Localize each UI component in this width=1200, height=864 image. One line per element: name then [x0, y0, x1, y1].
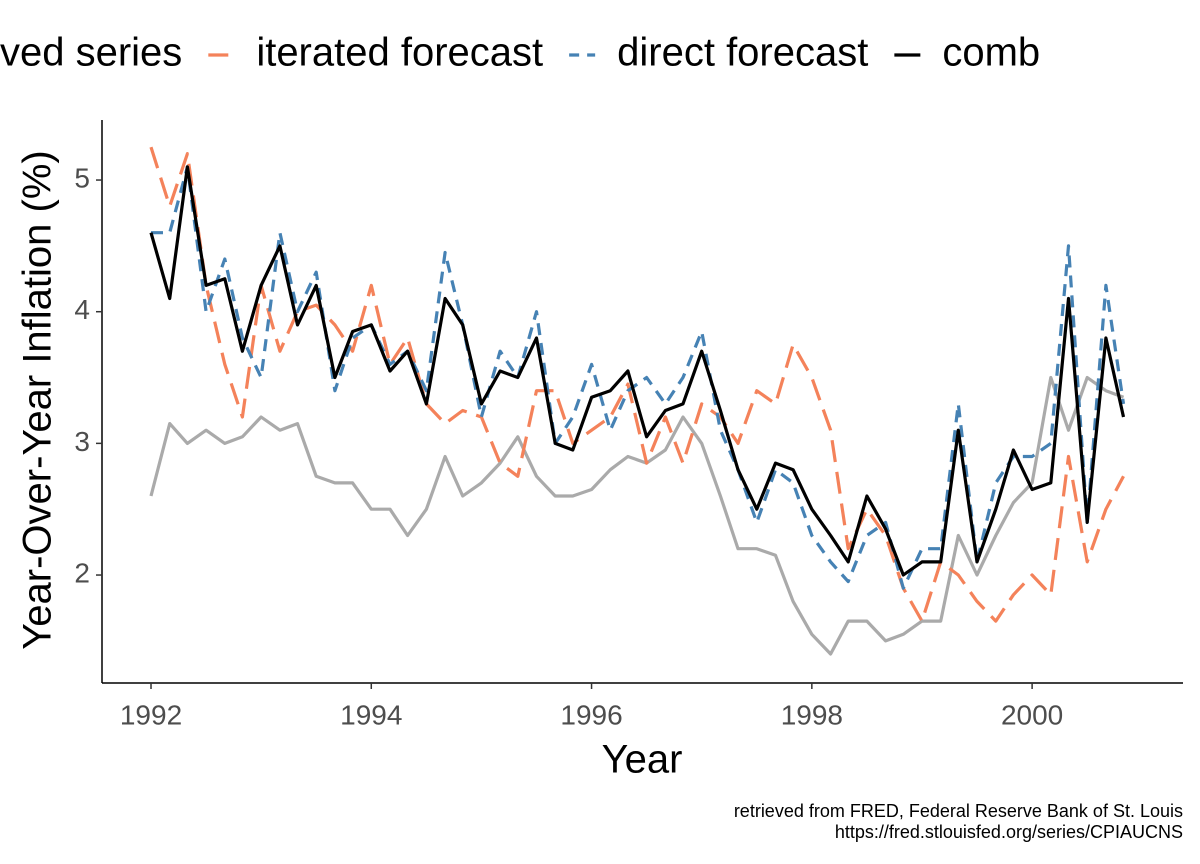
x-tick-label: 1998: [781, 699, 843, 730]
legend-label: direct forecast: [617, 31, 868, 75]
legend-item: direct forecast: [569, 31, 868, 75]
series-line: [151, 165, 1126, 590]
x-tick-label: 1996: [560, 699, 622, 730]
series-line: [149, 165, 1126, 577]
x-tick-label: 2000: [1001, 699, 1063, 730]
legend-item: comb: [894, 31, 1040, 75]
series-line: [149, 146, 1125, 623]
y-tick-label: 5: [74, 162, 90, 193]
caption: https://fred.stlouisfed.org/series/CPIAU…: [835, 822, 1183, 842]
series-line: [149, 375, 1125, 656]
legend-item: ved series: [0, 31, 182, 75]
x-tick-label: 1994: [340, 699, 402, 730]
y-tick-label: 3: [74, 426, 90, 457]
legend-item: iterated forecast: [208, 31, 543, 75]
caption: retrieved from FRED, Federal Reserve Ban…: [734, 801, 1183, 821]
x-axis-title: Year: [602, 738, 683, 782]
legend-label: iterated forecast: [256, 31, 543, 75]
y-tick-label: 2: [74, 557, 90, 588]
legend-label: comb: [942, 31, 1040, 75]
x-tick-label: 1992: [120, 699, 182, 730]
y-axis-title: Year-Over-Year Inflation (%): [16, 150, 60, 650]
y-tick-label: 4: [74, 294, 90, 325]
legend-label: ved series: [0, 31, 182, 75]
